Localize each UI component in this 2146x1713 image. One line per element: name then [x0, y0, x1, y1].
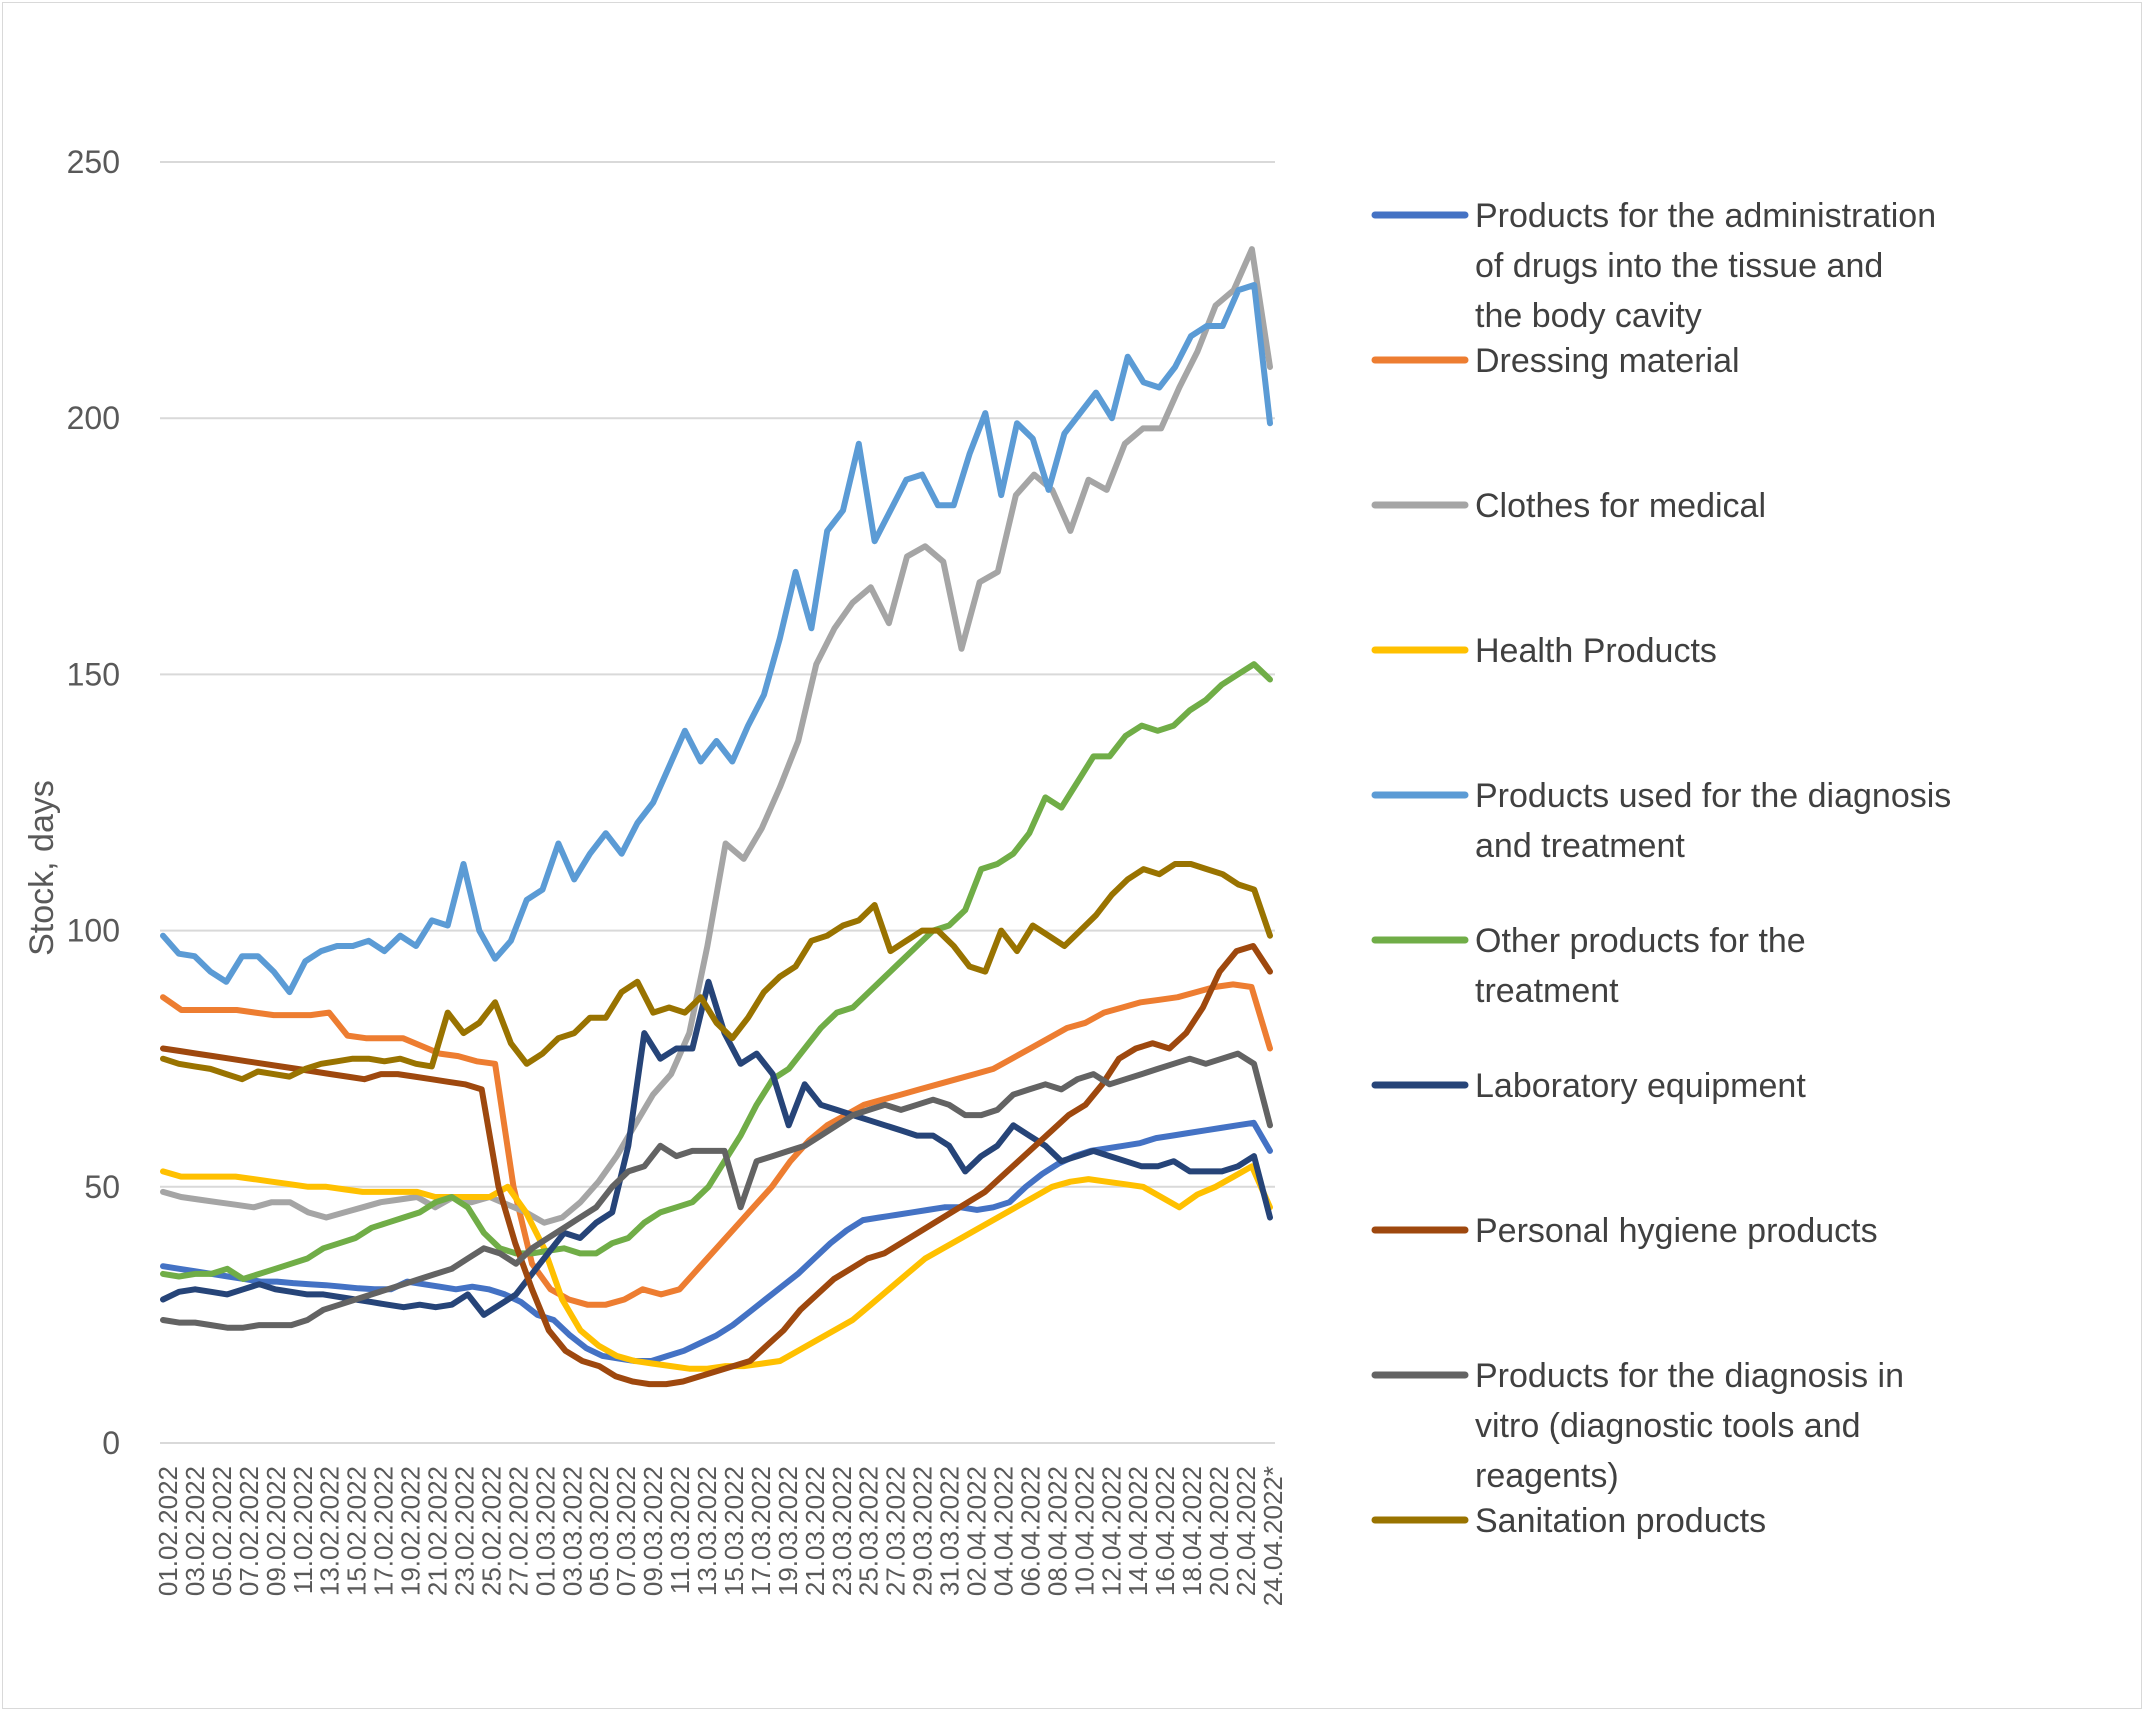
series-line: [160, 282, 1273, 996]
legend-label: Dressing material: [1475, 342, 1740, 380]
x-tick-label: 23.02.2022: [449, 1466, 479, 1596]
x-tick-label: 03.03.2022: [557, 1466, 587, 1596]
legend-label: Products used for the diagnosis and treat…: [1475, 777, 1951, 865]
x-tick-label: 13.03.2022: [692, 1466, 722, 1596]
x-tick-label: 17.03.2022: [746, 1466, 776, 1596]
x-tick-label: 06.04.2022: [1015, 1466, 1045, 1596]
x-tick-label: 15.03.2022: [719, 1466, 749, 1596]
y-tick-label: 150: [67, 656, 120, 692]
x-tick-label: 10.04.2022: [1069, 1466, 1099, 1596]
x-tick-label: 29.03.2022: [908, 1466, 938, 1596]
series-line: [160, 1050, 1273, 1331]
series-line: [160, 978, 1273, 1318]
x-tick-label: 05.02.2022: [207, 1466, 237, 1596]
x-axis-ticks: 01.02.202203.02.202205.02.202207.02.2022…: [153, 1466, 1288, 1606]
legend-label: Clothes for medical: [1475, 487, 1766, 525]
x-tick-label: 08.04.2022: [1042, 1466, 1072, 1596]
x-tick-label: 11.02.2022: [288, 1466, 318, 1594]
series-line: [160, 1163, 1273, 1372]
x-tick-label: 31.03.2022: [935, 1466, 965, 1596]
series-line: [160, 943, 1273, 1388]
x-tick-label: 09.03.2022: [638, 1466, 668, 1596]
series-line: [160, 661, 1273, 1282]
x-tick-label: 17.02.2022: [369, 1466, 399, 1596]
series-line: [160, 861, 1273, 1083]
series-line: [160, 1119, 1273, 1364]
legend-label: Health Products: [1475, 632, 1717, 670]
x-tick-label: 11.03.2022: [665, 1466, 695, 1594]
x-tick-label: 01.03.2022: [530, 1466, 560, 1596]
y-tick-label: 50: [84, 1169, 120, 1205]
series-line: [160, 246, 1273, 1226]
x-tick-label: 18.04.2022: [1177, 1466, 1207, 1596]
x-tick-label: 20.04.2022: [1204, 1466, 1234, 1596]
legend: Products for the administration of drugs …: [1371, 197, 1951, 1540]
y-axis-ticks: 0 50 100 150 200 250: [67, 144, 120, 1461]
x-tick-label: 07.03.2022: [611, 1466, 641, 1596]
x-tick-label: 03.02.2022: [180, 1466, 210, 1596]
y-axis-label: Stock, days: [23, 780, 61, 956]
x-tick-label: 16.04.2022: [1150, 1466, 1180, 1596]
x-tick-label: 02.04.2022: [962, 1466, 992, 1596]
x-tick-label: 25.03.2022: [854, 1466, 884, 1596]
x-tick-label: 27.03.2022: [881, 1466, 911, 1596]
x-tick-label: 04.04.2022: [988, 1466, 1018, 1596]
x-tick-label: 14.04.2022: [1123, 1466, 1153, 1596]
y-tick-label: 250: [67, 144, 120, 180]
series-line: [160, 981, 1273, 1308]
legend-label: Laboratory equipment: [1475, 1067, 1806, 1105]
x-tick-label: 21.03.2022: [800, 1466, 830, 1596]
legend-label: Products for the diagnosis in vitro (diag…: [1475, 1357, 1904, 1495]
x-tick-label: 19.03.2022: [773, 1466, 803, 1596]
legend-label: Sanitation products: [1475, 1502, 1766, 1540]
x-tick-label: 12.04.2022: [1096, 1466, 1126, 1596]
x-tick-label: 09.02.2022: [261, 1466, 291, 1596]
legend-label: Products for the administration of drugs …: [1475, 197, 1936, 335]
y-tick-label: 200: [67, 400, 120, 436]
y-tick-label: 100: [67, 913, 120, 949]
x-tick-label: 19.02.2022: [396, 1466, 426, 1596]
x-tick-label: 01.02.2022: [153, 1466, 183, 1596]
x-tick-label: 21.02.2022: [423, 1466, 453, 1596]
x-tick-label: 05.03.2022: [584, 1466, 614, 1596]
series-lines: [160, 246, 1273, 1388]
x-tick-label: 24.04.2022*: [1258, 1466, 1288, 1606]
x-tick-label: 13.02.2022: [315, 1466, 345, 1596]
legend-label: Other products for the treatment: [1475, 922, 1806, 1010]
x-tick-label: 27.02.2022: [503, 1466, 533, 1596]
x-tick-label: 23.03.2022: [827, 1466, 857, 1596]
x-tick-label: 15.02.2022: [342, 1466, 372, 1596]
x-tick-label: 25.02.2022: [476, 1466, 506, 1596]
y-tick-label: 0: [102, 1425, 120, 1461]
legend-label: Personal hygiene products: [1475, 1212, 1878, 1250]
x-tick-label: 07.02.2022: [234, 1466, 264, 1596]
x-tick-label: 22.04.2022: [1231, 1466, 1261, 1596]
